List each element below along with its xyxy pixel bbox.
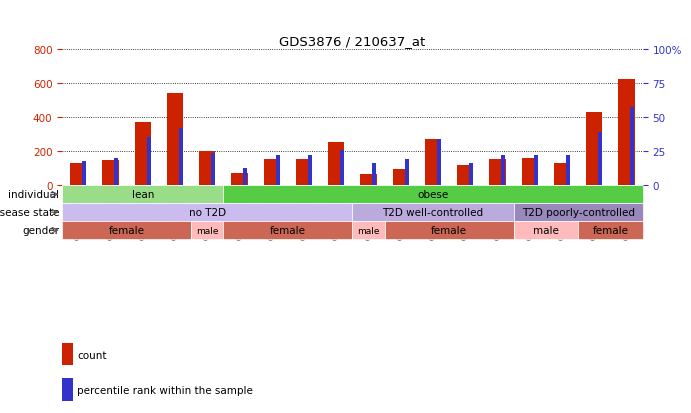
Bar <box>469 164 473 186</box>
Text: female: female <box>592 225 628 235</box>
Text: male: male <box>196 226 218 235</box>
Text: male: male <box>533 225 559 235</box>
Bar <box>502 156 505 186</box>
Bar <box>62 186 223 204</box>
Bar <box>231 174 247 186</box>
Bar <box>352 204 513 222</box>
Bar <box>102 160 119 186</box>
Bar <box>167 94 183 186</box>
Bar <box>223 186 643 204</box>
Bar <box>554 164 570 186</box>
Text: T2D well-controlled: T2D well-controlled <box>382 208 484 218</box>
Bar <box>70 164 86 186</box>
Bar <box>513 204 643 222</box>
Bar <box>211 153 215 186</box>
Bar <box>457 166 473 186</box>
Bar <box>385 222 513 240</box>
Text: female: female <box>108 225 144 235</box>
Bar <box>146 138 151 186</box>
Bar <box>199 152 216 186</box>
Bar <box>243 168 247 186</box>
Bar <box>264 159 280 186</box>
Bar <box>437 140 441 186</box>
Text: female: female <box>270 225 306 235</box>
Bar <box>135 123 151 186</box>
Bar <box>62 204 352 222</box>
Bar <box>618 79 634 186</box>
Bar <box>223 222 352 240</box>
Bar <box>598 133 602 186</box>
Bar <box>296 159 312 186</box>
Bar <box>586 113 603 186</box>
Text: percentile rank within the sample: percentile rank within the sample <box>77 385 254 395</box>
Bar <box>425 140 441 186</box>
Bar <box>578 222 643 240</box>
Bar <box>489 159 506 186</box>
Bar <box>308 156 312 186</box>
Bar <box>361 175 377 186</box>
Text: individual: individual <box>8 190 59 200</box>
Bar <box>392 170 409 186</box>
Text: lean: lean <box>131 190 154 200</box>
Bar <box>533 156 538 186</box>
Text: male: male <box>357 226 380 235</box>
Bar <box>179 128 183 186</box>
Title: GDS3876 / 210637_at: GDS3876 / 210637_at <box>279 36 426 48</box>
Bar <box>191 222 223 240</box>
Bar <box>276 156 280 186</box>
Bar <box>566 156 570 186</box>
Bar <box>82 161 86 186</box>
Text: T2D poorly-controlled: T2D poorly-controlled <box>522 208 634 218</box>
Text: obese: obese <box>417 190 448 200</box>
Text: gender: gender <box>22 225 59 235</box>
Text: disease state: disease state <box>0 208 59 218</box>
Text: no T2D: no T2D <box>189 208 226 218</box>
Text: female: female <box>431 225 467 235</box>
Bar <box>513 222 578 240</box>
Bar <box>522 159 538 186</box>
Bar <box>340 150 344 186</box>
Text: count: count <box>77 350 107 360</box>
Bar <box>352 222 385 240</box>
Bar <box>115 159 118 186</box>
Bar <box>372 164 377 186</box>
Bar <box>328 142 344 186</box>
Bar <box>630 108 634 186</box>
Bar <box>405 160 408 186</box>
Bar <box>62 222 191 240</box>
